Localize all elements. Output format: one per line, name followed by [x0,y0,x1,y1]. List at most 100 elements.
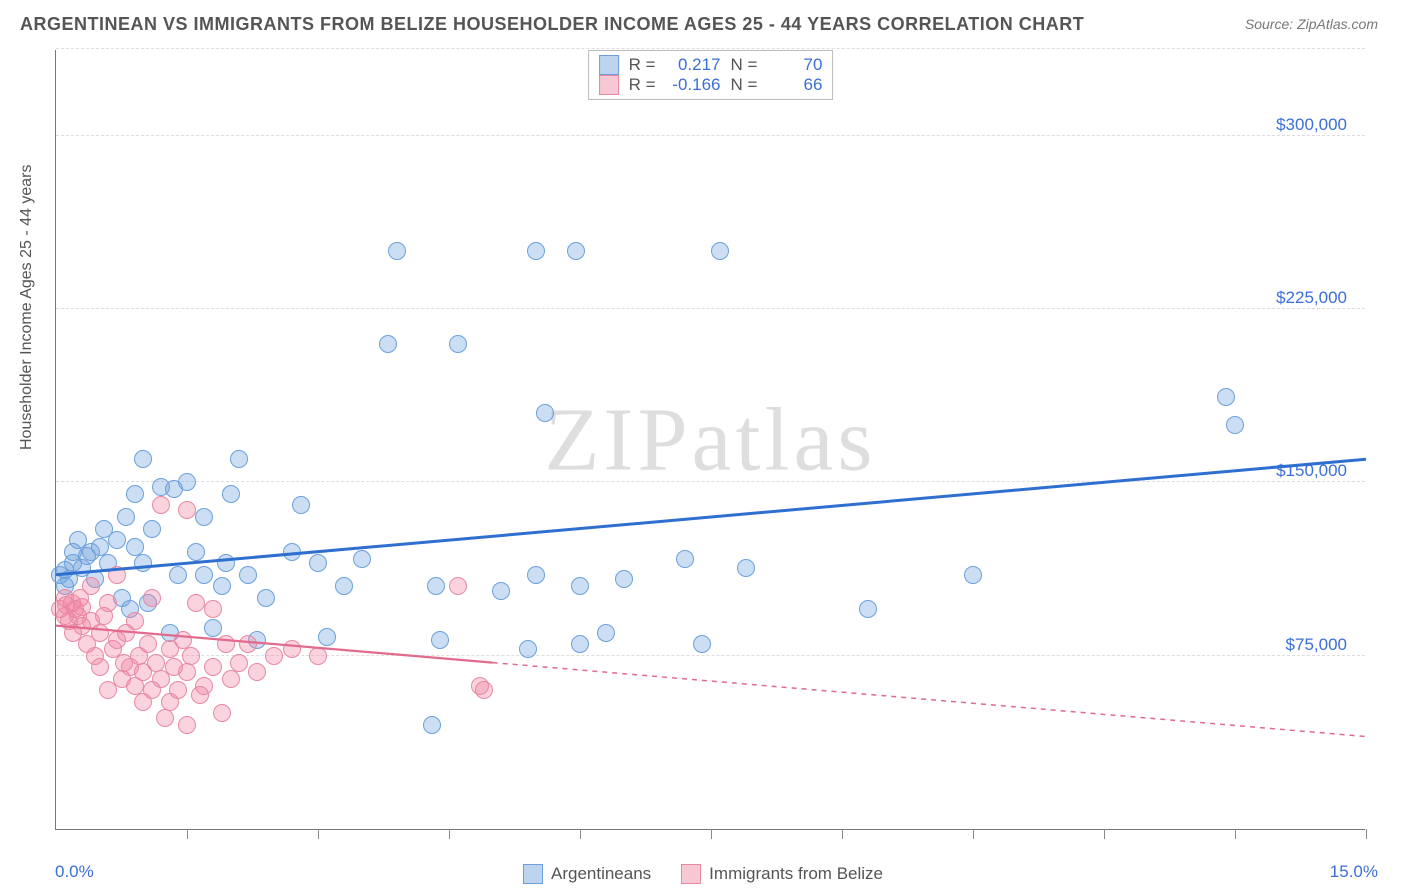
legend-r-value-pink: -0.166 [666,75,721,95]
scatter-point [388,242,406,260]
scatter-point [230,450,248,468]
legend-row-pink: R = -0.166 N = 66 [599,75,823,95]
gridline [56,481,1365,482]
scatter-point [204,619,222,637]
scatter-point [139,635,157,653]
scatter-point [169,681,187,699]
scatter-point [222,485,240,503]
legend-n-value-blue: 70 [767,55,822,75]
scatter-point [248,663,266,681]
scatter-point [423,716,441,734]
scatter-point [178,501,196,519]
scatter-point [230,654,248,672]
scatter-point [449,577,467,595]
gridline [56,135,1365,136]
scatter-point [126,485,144,503]
scatter-point [82,577,100,595]
gridline [56,308,1365,309]
scatter-point [431,631,449,649]
scatter-point [213,577,231,595]
y-tick-label: $150,000 [1276,461,1347,481]
scatter-point [91,624,109,642]
scatter-point [519,640,537,658]
watermark-bold: ZIP [545,390,692,489]
scatter-point [379,335,397,353]
scatter-point [91,538,109,556]
scatter-point [597,624,615,642]
chart-title: ARGENTINEAN VS IMMIGRANTS FROM BELIZE HO… [20,14,1084,35]
scatter-point [204,600,222,618]
scatter-point [187,543,205,561]
legend-n-value-pink: 66 [767,75,822,95]
x-tick [1104,829,1105,839]
scatter-point [292,496,310,514]
scatter-point [143,589,161,607]
scatter-point [117,508,135,526]
gridline [56,655,1365,656]
scatter-point [108,566,126,584]
y-tick-label: $300,000 [1276,115,1347,135]
scatter-point [126,538,144,556]
scatter-point [527,242,545,260]
scatter-point [195,677,213,695]
legend-swatch-pink [681,864,701,884]
scatter-point [475,681,493,699]
scatter-point [1217,388,1235,406]
scatter-point [195,508,213,526]
y-axis-label: Householder Income Ages 25 - 44 years [18,165,36,451]
x-axis-start-label: 0.0% [55,862,94,882]
legend-n-label: N = [731,55,758,75]
scatter-point [134,554,152,572]
scatter-point [213,704,231,722]
scatter-point [134,450,152,468]
legend-n-label: N = [731,75,758,95]
scatter-point [676,550,694,568]
scatter-point [309,647,327,665]
scatter-point [178,663,196,681]
legend-item-argentineans: Argentineans [523,864,651,884]
scatter-point [309,554,327,572]
scatter-point [143,520,161,538]
x-tick [842,829,843,839]
scatter-point [217,554,235,572]
watermark: ZIPatlas [545,388,877,491]
x-tick [580,829,581,839]
scatter-point [964,566,982,584]
scatter-point [178,716,196,734]
x-tick [1235,829,1236,839]
scatter-point [222,670,240,688]
scatter-point [615,570,633,588]
scatter-point [693,635,711,653]
scatter-point [178,473,196,491]
scatter-point [204,658,222,676]
scatter-point [536,404,554,422]
legend-swatch-blue [523,864,543,884]
scatter-point [257,589,275,607]
x-tick [1366,829,1367,839]
x-tick [449,829,450,839]
scatter-point [169,566,187,584]
scatter-point [571,635,589,653]
legend-swatch-pink [599,75,619,95]
x-tick [973,829,974,839]
scatter-point [187,594,205,612]
legend-r-label: R = [629,75,656,95]
scatter-point [353,550,371,568]
scatter-point [318,628,336,646]
scatter-plot-area: ZIPatlas R = 0.217 N = 70 R = -0.166 N =… [55,50,1365,830]
scatter-point [126,612,144,630]
x-axis-end-label: 15.0% [1330,862,1378,882]
scatter-point [195,566,213,584]
legend-r-label: R = [629,55,656,75]
legend-label: Argentineans [551,864,651,884]
legend-row-blue: R = 0.217 N = 70 [599,55,823,75]
legend-label: Immigrants from Belize [709,864,883,884]
scatter-point [449,335,467,353]
scatter-point [108,531,126,549]
scatter-point [283,543,301,561]
legend-swatch-blue [599,55,619,75]
trendlines [56,49,1366,829]
scatter-point [571,577,589,595]
correlation-legend: R = 0.217 N = 70 R = -0.166 N = 66 [588,50,834,100]
scatter-point [859,600,877,618]
